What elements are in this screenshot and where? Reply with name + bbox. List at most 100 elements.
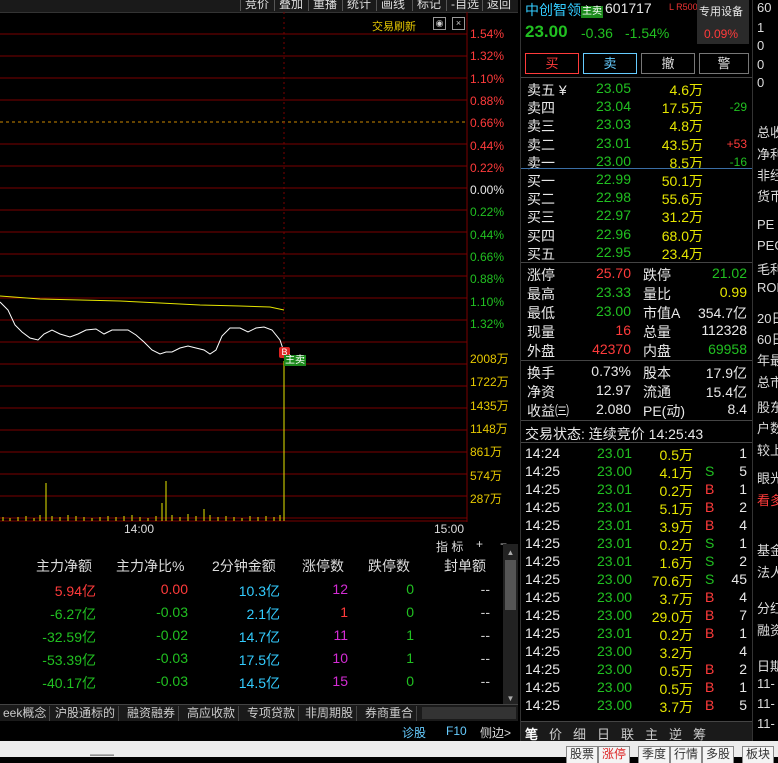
bid-price[interactable]: 22.96 [595, 225, 631, 242]
flow-table-cell: 1 [406, 650, 414, 666]
tick-price: 23.01 [597, 499, 633, 515]
toolbar-overlay-button[interactable]: 叠加 [274, 0, 307, 11]
tick-side: B [705, 661, 715, 677]
bid-price[interactable]: 22.98 [595, 189, 631, 206]
tick-tab[interactable]: 细 [573, 727, 587, 742]
toolbar-stats-button[interactable]: 统计 [342, 0, 375, 11]
stat-label: 量比 [643, 286, 671, 302]
col-main-ratio[interactable]: 主力净比% [116, 558, 185, 574]
buy-button[interactable]: 买 [525, 53, 579, 74]
alert-button[interactable]: 警 [699, 53, 749, 74]
tick-price: 23.01 [597, 553, 633, 569]
scroll-up-icon[interactable]: ▲ [506, 548, 515, 557]
chart-close-icon[interactable]: × [452, 17, 465, 30]
buy-marker[interactable]: B [279, 347, 290, 358]
tick-price: 23.01 [597, 445, 633, 461]
toolbar-replay-button[interactable]: 重播 [308, 0, 341, 11]
toolbar-auction-button[interactable]: 竞价 [240, 0, 273, 11]
block-tab[interactable]: 高应收款 [184, 706, 240, 721]
toolbar-draw-button[interactable]: 画线 [376, 0, 409, 11]
bid-price[interactable]: 22.95 [595, 243, 631, 260]
col-seal-amount[interactable]: 封单额 [444, 558, 486, 574]
ask-price[interactable]: 23.04 [595, 98, 631, 115]
f10-item: 户数 [757, 421, 778, 436]
ask-volume: 43.5万 [661, 136, 703, 153]
intraday-chart[interactable]: 交易刷新 ◉ × 1.54% 1.32% 1.10% 0.88% 0.66% 0.44% 0… [0, 12, 518, 554]
tick-volume: 3.7万 [659, 699, 693, 715]
tick-tab[interactable]: 主 [645, 727, 659, 742]
trade-refresh-label[interactable]: 交易刷新 [372, 21, 416, 33]
percent-tick-label: 0.66% [470, 250, 505, 264]
chart-settings-icon[interactable]: ◉ [433, 17, 446, 30]
industry-box[interactable]: 专用设备 0.09% [697, 0, 749, 44]
stat-label: 市值A [643, 305, 681, 321]
bid-level-label: 买二 [527, 191, 555, 208]
stat-value: 0.99 [719, 284, 747, 300]
tick-time: 14:25 [525, 679, 561, 695]
col-2min-amount[interactable]: 2分钟金额 [212, 558, 276, 574]
status-bar-item[interactable]: 行情 [670, 746, 703, 763]
f10-item: 看多 [757, 493, 778, 508]
indicator-button[interactable]: 指 标 [436, 540, 464, 554]
tick-tab[interactable]: 价 [549, 727, 563, 742]
tick-tab[interactable]: 筹 [693, 727, 707, 742]
tick-tab[interactable]: 联 [621, 727, 635, 742]
tick-side: S [705, 571, 715, 587]
tabs-scrollbar[interactable] [422, 707, 516, 719]
ask-price[interactable]: 23.05 [595, 80, 631, 96]
stat-label: 跌停 [643, 267, 671, 283]
toolbar-watchlist-button[interactable]: -自选 [446, 0, 483, 11]
ask-price[interactable]: 23.03 [595, 116, 631, 133]
f10-link[interactable]: F10 [446, 724, 467, 738]
block-tab[interactable]: 专项贷款 [244, 706, 300, 721]
stat-label: 流通 [643, 384, 671, 400]
block-tab[interactable]: 沪股通标的 [52, 706, 120, 721]
f10-item: 0 [757, 57, 765, 72]
block-tab[interactable]: 非周期股 [302, 706, 358, 721]
stat-label: 股本 [643, 365, 671, 381]
diagnose-link[interactable]: 诊股 [402, 726, 427, 740]
status-bar-item[interactable]: 多股 [702, 746, 735, 763]
col-limit-up[interactable]: 涨停数 [302, 558, 344, 574]
block-tab[interactable]: eek概念 [0, 706, 51, 721]
block-tab[interactable]: 券商重合 [362, 706, 418, 721]
tick-tab[interactable]: 笔 [525, 727, 539, 742]
sell-button[interactable]: 卖 [583, 53, 637, 74]
scroll-down-icon[interactable]: ▼ [506, 694, 515, 703]
f10-item: 法人 [757, 565, 778, 580]
status-stock-label: —— [90, 747, 114, 761]
volume-tick-label: 2008万 [470, 352, 509, 366]
toolbar-back-button[interactable]: 返回 [482, 0, 515, 11]
tick-side: B [705, 625, 715, 641]
f10-item: 年最 [757, 353, 778, 368]
ask-price[interactable]: 23.01 [595, 134, 631, 151]
status-bar-item[interactable]: 季度 [638, 746, 671, 763]
col-limit-down[interactable]: 跌停数 [368, 558, 410, 574]
percent-tick-label: 1.32% [470, 49, 505, 64]
ask-price[interactable]: 23.00 [595, 152, 631, 169]
bid-volume: 50.1万 [661, 173, 703, 189]
stat-value: 354.7亿 [697, 305, 747, 321]
volume-tick-label: 861万 [470, 445, 503, 460]
tick-volume: 29.0万 [651, 609, 693, 625]
zoom-in-button[interactable]: + [476, 537, 484, 551]
tick-price: 23.01 [597, 625, 633, 641]
side-panel-toggle[interactable]: 侧边> [480, 726, 512, 740]
bid-price[interactable]: 22.99 [595, 171, 631, 187]
tick-tab[interactable]: 日 [597, 727, 611, 742]
scroll-thumb[interactable] [505, 560, 516, 610]
table-scrollbar[interactable]: ▲ ▼ [503, 544, 518, 706]
status-bar-item[interactable]: 股票 [566, 746, 599, 763]
f10-item: PEG [757, 238, 778, 253]
f10-item: 11- [757, 716, 775, 731]
orderbook-divider [521, 168, 753, 169]
status-bar-item[interactable]: 板块 [742, 746, 775, 763]
status-bar-item[interactable]: 涨停 [598, 746, 631, 763]
bid-price[interactable]: 22.97 [595, 207, 631, 224]
cancel-order-button[interactable]: 撤 [641, 53, 695, 74]
toolbar-mark-button[interactable]: 标记 [412, 0, 445, 11]
block-tab[interactable]: 融资融券 [124, 706, 180, 721]
col-main-net[interactable]: 主力净额 [36, 558, 92, 574]
tick-count: 4 [739, 589, 747, 605]
tick-tab[interactable]: 逆 [669, 727, 683, 742]
